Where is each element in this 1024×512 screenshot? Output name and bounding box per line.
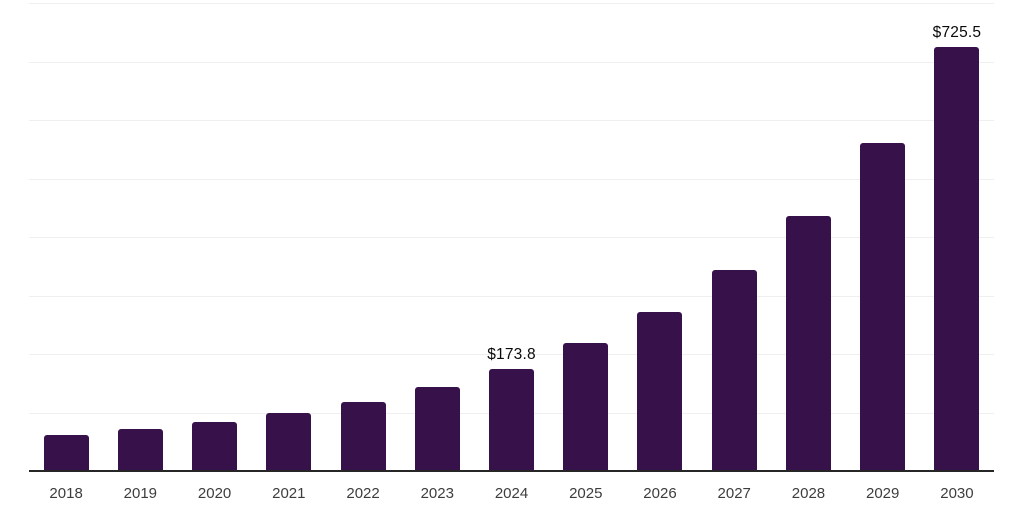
gridline <box>29 354 994 355</box>
bar-2022 <box>340 401 386 471</box>
bars-row: $173.8 $725.5 <box>29 3 994 471</box>
gridline <box>29 295 994 297</box>
x-tick-label-2019: 2019 <box>123 485 158 502</box>
x-tick-label-2022: 2022 <box>346 485 380 502</box>
bar-2029 <box>860 143 906 471</box>
x-tick-label-2030: 2030 <box>940 485 974 502</box>
x-tick-label-2028: 2028 <box>791 485 826 502</box>
bar-slot <box>697 3 771 471</box>
gridline <box>29 61 994 63</box>
bar-2028 <box>785 215 831 471</box>
bar-2024: $173.8 <box>487 346 536 471</box>
bar-slot <box>29 3 103 471</box>
bar-2020 <box>192 421 238 471</box>
bar-slot <box>623 3 697 471</box>
x-tick-label-2023: 2023 <box>420 485 454 502</box>
bar-2025 <box>563 343 609 471</box>
bar-2023 <box>414 387 460 471</box>
bar-2027 <box>711 270 757 471</box>
bar-slot <box>549 3 623 471</box>
x-axis-line <box>29 470 994 472</box>
bar-2019 <box>117 429 163 471</box>
x-tick-label-2018: 2018 <box>49 485 83 502</box>
bar-slot: $725.5 <box>920 3 994 471</box>
bar-slot <box>252 3 326 471</box>
x-axis-tick-labels: 2018 2019 2020 2021 2022 2023 2024 2025 2026 2027… <box>29 485 994 502</box>
gridline <box>29 178 994 180</box>
value-label-2030: $725.5 <box>932 23 982 41</box>
x-tick-label-2021: 2021 <box>272 485 306 502</box>
bar-slot: $173.8 <box>474 3 548 471</box>
gridline <box>29 3 994 4</box>
plot-area: $173.8 $725.5 <box>29 3 994 471</box>
x-tick-label-2020: 2020 <box>197 485 232 502</box>
bar-2026 <box>637 312 683 471</box>
x-tick-label-2029: 2029 <box>866 485 900 502</box>
bar-2021 <box>266 413 312 471</box>
x-tick-label-2025: 2025 <box>569 485 603 502</box>
bar-2030: $725.5 <box>933 24 981 471</box>
bar-slot <box>400 3 474 471</box>
bar-slot <box>177 3 251 471</box>
x-tick-label-2024: 2024 <box>494 485 529 502</box>
x-tick-label-2027: 2027 <box>717 485 751 502</box>
bar-slot <box>846 3 920 471</box>
gridline <box>29 237 994 238</box>
bar-slot <box>103 3 177 471</box>
bar-slot <box>771 3 845 471</box>
bar-slot <box>326 3 400 471</box>
value-label-2024: $173.8 <box>487 346 536 364</box>
x-tick-label-2026: 2026 <box>643 485 677 502</box>
gridline <box>29 120 994 121</box>
bar-2018 <box>43 435 89 471</box>
